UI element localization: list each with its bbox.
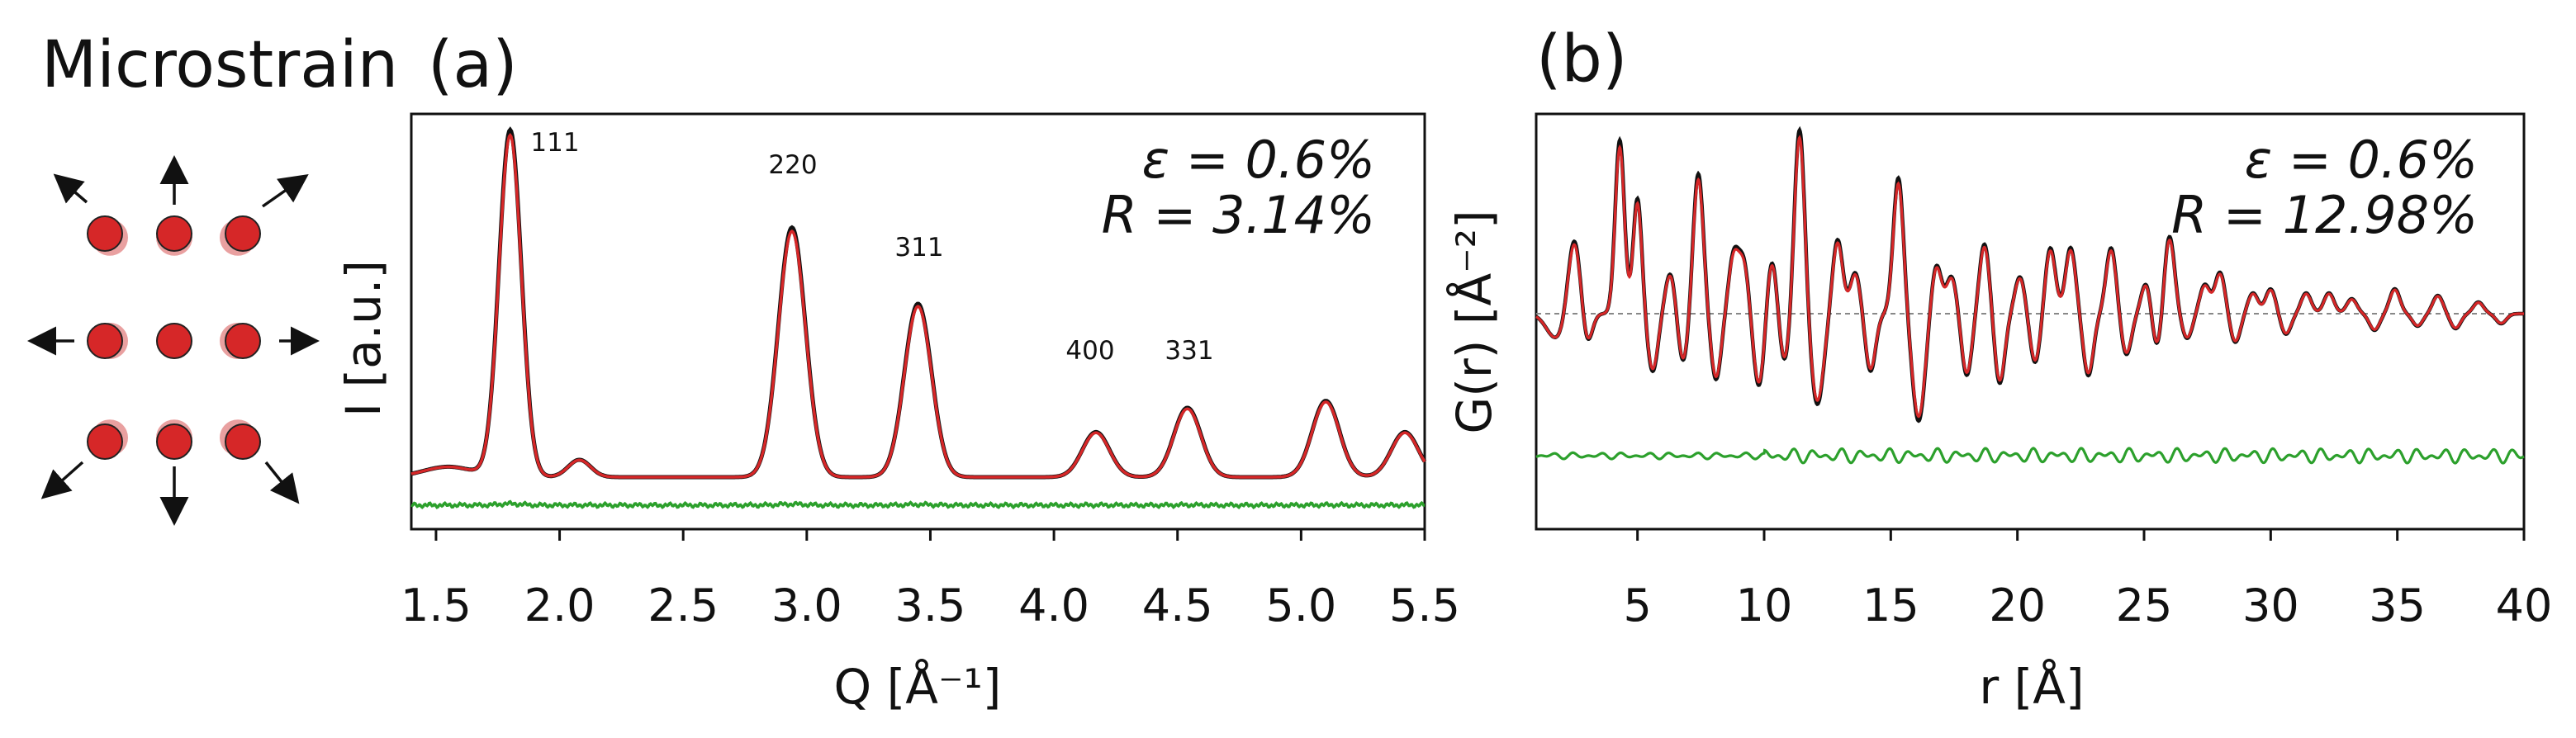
panel-a-xtick-label: 5.5 xyxy=(1389,580,1460,632)
atom xyxy=(87,323,123,359)
panel-b-frame xyxy=(1535,112,2526,531)
panel-b-difference-line xyxy=(1535,447,2525,465)
atom xyxy=(156,323,192,359)
atom xyxy=(225,423,261,460)
peak-label-311: 311 xyxy=(894,233,943,263)
panel-b-r-annotation: R = 12.98% xyxy=(2171,185,2478,245)
panel-b-xtick-label: 40 xyxy=(2496,580,2553,632)
strain-arrow xyxy=(40,461,84,499)
strain-arrow xyxy=(261,173,309,208)
panel-a-xtick-label: 4.5 xyxy=(1142,580,1213,632)
atom xyxy=(87,423,123,460)
atom xyxy=(225,215,261,252)
panel-a-xtick-label: 3.0 xyxy=(771,580,842,632)
panel-b-strain-annotation: ε = 0.6% xyxy=(2245,130,2478,190)
peak-label-111: 111 xyxy=(530,128,579,158)
panel-a-xtick-label: 5.0 xyxy=(1265,580,1336,632)
panel-a-r-annotation: R = 3.14% xyxy=(1102,185,1375,245)
panel-b-xtick-label: 5 xyxy=(1623,580,1651,632)
panel-b-plot: G(r) [Å⁻²] r [Å] ε = 0.6% R = 12.98% 5 10… xyxy=(1445,112,2553,715)
panel-a-strain-annotation: ε = 0.6% xyxy=(1142,130,1375,190)
panel-b-ylabel: G(r) [Å⁻²] xyxy=(1445,210,1502,433)
panel-a-xlabel: Q [Å⁻¹] xyxy=(834,658,1002,715)
peak-label-220: 220 xyxy=(768,150,817,180)
panel-b-label: (b) xyxy=(1536,22,1627,97)
strain-arrow xyxy=(264,461,300,504)
panel-b-xtick-label: 10 xyxy=(1736,580,1793,632)
panel-a-xtick-label: 2.5 xyxy=(648,580,719,632)
panel-b-xlabel: r [Å] xyxy=(1979,658,2084,715)
panel-a-calculated-line xyxy=(410,132,1426,479)
atom xyxy=(156,215,192,252)
microstrain-schematic xyxy=(27,155,320,526)
panel-a-xtick-label: 2.0 xyxy=(524,580,595,632)
peak-label-400: 400 xyxy=(1065,336,1114,366)
panel-a-frame xyxy=(410,112,1426,531)
atom xyxy=(87,215,123,252)
atom xyxy=(225,323,261,359)
panel-b-xtick-label: 20 xyxy=(1989,580,2046,632)
atom xyxy=(156,423,192,460)
panel-a-xtick-label: 1.5 xyxy=(401,580,472,632)
panel-a-plot: I [a.u.] Q [Å⁻¹] ε = 0.6% R = 3.14% 111 2… xyxy=(335,112,1460,715)
panel-a-label: (a) xyxy=(428,28,518,102)
microstrain-title: Microstrain xyxy=(41,28,398,102)
panel-b-xtick-label: 15 xyxy=(1862,580,1919,632)
panel-a-ylabel: I [a.u.] xyxy=(335,260,391,417)
panel-b-xtick-label: 25 xyxy=(2116,580,2173,632)
panel-a-difference-line xyxy=(410,499,1426,510)
panel-b-calculated-line xyxy=(1535,135,2524,419)
panel-b-xtick-label: 35 xyxy=(2369,580,2426,632)
panel-a-xtick-label: 4.0 xyxy=(1018,580,1089,632)
panel-b-xtick-label: 30 xyxy=(2242,580,2299,632)
strain-arrow xyxy=(53,173,88,204)
peak-label-331: 331 xyxy=(1165,336,1213,366)
panel-a-xtick-label: 3.5 xyxy=(895,580,966,632)
